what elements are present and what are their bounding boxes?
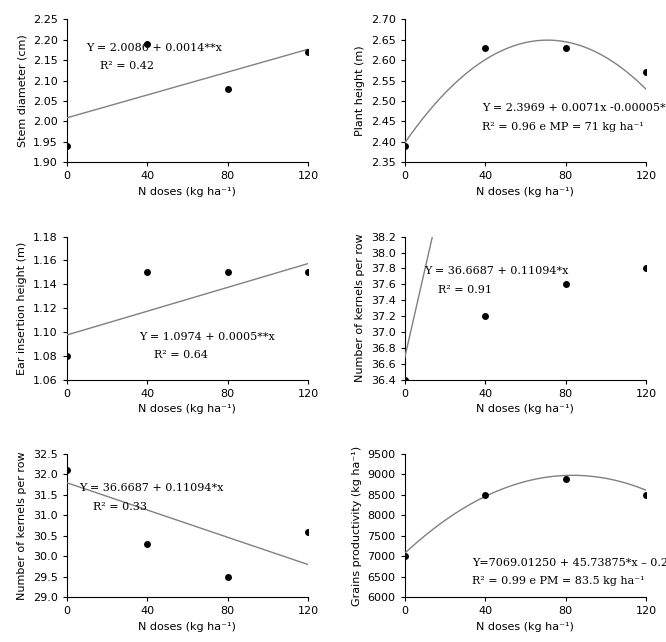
- X-axis label: N doses (kg ha⁻¹): N doses (kg ha⁻¹): [139, 404, 236, 414]
- Y-axis label: Grains productivity (kg ha⁻¹): Grains productivity (kg ha⁻¹): [352, 446, 362, 605]
- Y-axis label: Number of kernels per row: Number of kernels per row: [17, 451, 27, 600]
- Text: Y = 36.6687 + 0.11094*x: Y = 36.6687 + 0.11094*x: [79, 483, 223, 493]
- Text: Y=7069.01250 + 45.73875*x – 0.27375**x²: Y=7069.01250 + 45.73875*x – 0.27375**x²: [472, 558, 666, 568]
- Text: R² = 0.64: R² = 0.64: [153, 351, 208, 360]
- Y-axis label: Stem diameter (cm): Stem diameter (cm): [17, 35, 27, 147]
- Y-axis label: Plant height (m): Plant height (m): [355, 46, 365, 136]
- Text: R² = 0.91: R² = 0.91: [438, 284, 492, 295]
- Text: Y = 2.0086 + 0.0014**x: Y = 2.0086 + 0.0014**x: [86, 43, 222, 53]
- Y-axis label: Ear insertion height (m): Ear insertion height (m): [17, 241, 27, 375]
- Text: Y = 2.3969 + 0.0071x -0.00005**x²: Y = 2.3969 + 0.0071x -0.00005**x²: [482, 103, 666, 113]
- Y-axis label: Number of kernels per row: Number of kernels per row: [355, 234, 365, 383]
- X-axis label: N doses (kg ha⁻¹): N doses (kg ha⁻¹): [476, 404, 574, 414]
- X-axis label: N doses (kg ha⁻¹): N doses (kg ha⁻¹): [139, 187, 236, 197]
- Text: R² = 0.42: R² = 0.42: [101, 62, 155, 71]
- Text: Y = 36.6687 + 0.11094*x: Y = 36.6687 + 0.11094*x: [424, 266, 568, 276]
- X-axis label: N doses (kg ha⁻¹): N doses (kg ha⁻¹): [476, 187, 574, 197]
- Text: R² = 0.99 e PM = 83.5 kg ha⁻¹: R² = 0.99 e PM = 83.5 kg ha⁻¹: [472, 577, 645, 586]
- Text: R² = 0.33: R² = 0.33: [93, 502, 147, 512]
- Text: R² = 0.96 e MP = 71 kg ha⁻¹: R² = 0.96 e MP = 71 kg ha⁻¹: [482, 121, 643, 132]
- X-axis label: N doses (kg ha⁻¹): N doses (kg ha⁻¹): [139, 621, 236, 632]
- X-axis label: N doses (kg ha⁻¹): N doses (kg ha⁻¹): [476, 621, 574, 632]
- Text: Y = 1.0974 + 0.0005**x: Y = 1.0974 + 0.0005**x: [139, 332, 275, 342]
